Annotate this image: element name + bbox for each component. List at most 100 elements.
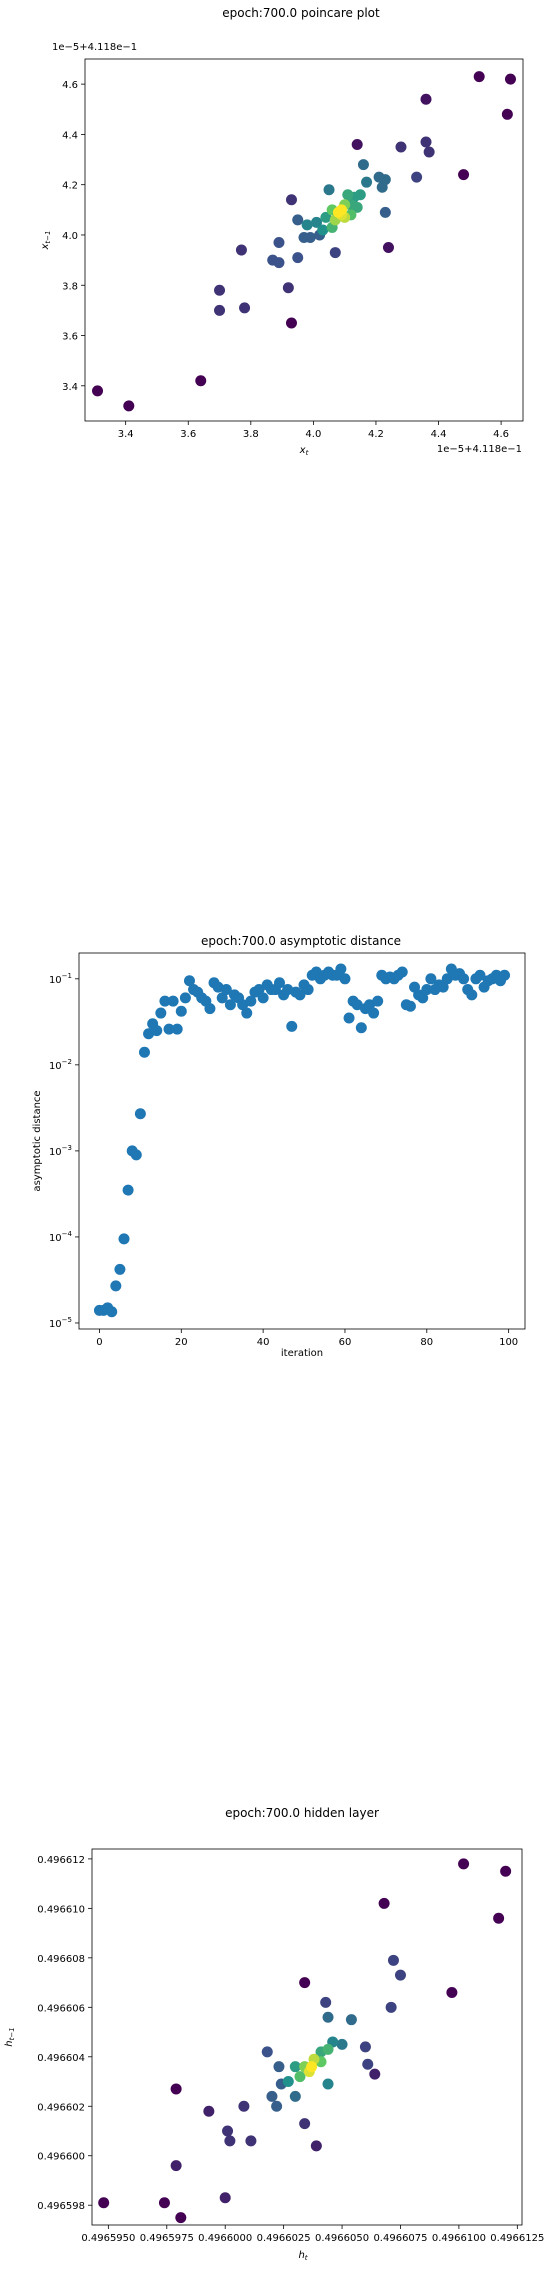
asymptotic-distance-point [224, 999, 236, 1011]
hidden-layer-point [175, 2212, 187, 2224]
hidden-layer-y-tick-label: 0.496612 [37, 1855, 85, 1866]
hidden-layer-point [310, 2140, 322, 2152]
asymptotic-distance-point [155, 1007, 167, 1019]
hidden-layer-y-tick-label: 0.496598 [37, 2201, 85, 2212]
poincare-plot-x-label: xt [299, 445, 309, 457]
asymptotic-distance-y-tick-exponent: −1 [62, 972, 72, 980]
poincare-plot-x-offset: 1e−5+4.118e−1 [437, 444, 522, 455]
poincare-point [423, 146, 435, 158]
asymptotic-distance-y-label: asymptotic distance [32, 1090, 43, 1191]
poincare-plot-x-tick-label: 4.4 [431, 429, 447, 440]
poincare-point [273, 237, 285, 249]
asymptotic-distance-point [368, 1007, 380, 1019]
poincare-point [285, 194, 297, 206]
asymptotic-distance-x-tick-label: 20 [175, 1337, 188, 1348]
hidden-layer-title: epoch:700.0 hidden layer [225, 1806, 379, 1820]
asymptotic-distance-point [130, 1149, 142, 1161]
asymptotic-distance-point [474, 969, 486, 981]
hidden-layer-point [362, 2058, 374, 2070]
poincare-point [92, 385, 104, 397]
asymptotic-distance-point [151, 1025, 163, 1037]
poincare-point [304, 231, 316, 243]
hidden-layer-point [266, 2090, 278, 2102]
hidden-layer-point [170, 2160, 182, 2172]
asymptotic-distance-point [183, 975, 195, 987]
poincare-point [285, 317, 297, 329]
asymptotic-distance-point [171, 1023, 183, 1035]
poincare-plot-y-tick-label: 4.2 [62, 181, 78, 192]
poincare-plot-frame [84, 58, 524, 422]
asymptotic-distance-point [372, 995, 384, 1007]
poincare-point [501, 108, 513, 120]
asymptotic-distance-point [294, 989, 306, 1001]
hidden-layer-y-tick-label: 0.496608 [37, 1954, 85, 1965]
poincare-plot-x-tick-label: 4.0 [305, 429, 321, 440]
poincare-plot-y-tick-label: 4.6 [62, 80, 78, 91]
hidden-layer-point [294, 2071, 306, 2083]
asymptotic-distance-point [343, 1012, 355, 1024]
poincare-plot-x-tick-label: 3.8 [243, 429, 259, 440]
hidden-layer-point [245, 2135, 257, 2147]
poincare-point [317, 224, 329, 236]
asymptotic-distance-x-tick-label: 80 [420, 1337, 433, 1348]
poincare-point [311, 216, 323, 228]
hidden-layer-frame [91, 1848, 523, 2226]
asymptotic-distance-point [216, 992, 228, 1004]
asymptotic-distance-point [437, 981, 449, 993]
hidden-layer-x-tick-label: 0.4966125 [490, 2233, 544, 2244]
hidden-layer-point [378, 1897, 390, 1909]
hidden-layer-point [289, 2090, 301, 2102]
poincare-plot-title: epoch:700.0 poincare plot [222, 6, 380, 20]
hidden-layer-y-label: ht−1 [4, 2027, 16, 2046]
poincare-point [342, 189, 354, 201]
hidden-layer-point [320, 1996, 332, 2008]
hidden-layer-point [299, 2118, 311, 2130]
hidden-layer-point [500, 1865, 512, 1877]
poincare-plot-y-tick-label: 4.4 [62, 130, 78, 141]
asymptotic-distance-point [245, 995, 257, 1007]
poincare-point [420, 136, 432, 148]
asymptotic-distance-point [114, 1263, 126, 1275]
poincare-point [504, 73, 516, 85]
hidden-layer-point [273, 2061, 285, 2073]
poincare-point [357, 159, 369, 171]
hidden-layer-point [289, 2061, 301, 2073]
asymptotic-distance-point [355, 1022, 367, 1034]
hidden-layer-point [299, 1977, 311, 1989]
hidden-layer-point [203, 2105, 215, 2117]
hidden-layer-point [385, 2001, 397, 2013]
hidden-layer-x-tick-label: 0.4966050 [315, 2233, 369, 2244]
asymptotic-distance-point [106, 1306, 118, 1318]
asymptotic-distance-point [159, 995, 171, 1007]
poincare-point [458, 169, 470, 181]
hidden-layer-y-tick-label: 0.496610 [37, 1904, 85, 1915]
poincare-point [214, 304, 226, 316]
poincare-plot-x-tick-label: 3.6 [180, 429, 196, 440]
hidden-layer-y-tick-label: 0.496600 [37, 2152, 85, 2163]
poincare-point [361, 176, 373, 188]
asymptotic-distance-point [122, 1184, 134, 1196]
asymptotic-distance-point [134, 1108, 146, 1120]
poincare-point [273, 257, 285, 269]
poincare-plot-y-label: xt−1 [40, 231, 52, 251]
asymptotic-distance-frame [78, 952, 526, 1330]
asymptotic-distance-y-tick-label: 10−1 [49, 972, 72, 986]
asymptotic-distance-point [175, 1005, 187, 1017]
asymptotic-distance-x-tick-label: 60 [339, 1337, 352, 1348]
poincare-point [292, 252, 304, 264]
hidden-layer-point [322, 2078, 334, 2090]
poincare-point [382, 242, 394, 254]
asymptotic-distance-point [241, 1007, 253, 1019]
poincare-point [351, 201, 363, 213]
hidden-layer-point [345, 2014, 357, 2026]
poincare-point [320, 211, 332, 223]
asymptotic-distance-y-tick-exponent: −3 [62, 1144, 72, 1152]
hidden-layer-point [322, 2043, 334, 2055]
poincare-point [420, 93, 432, 105]
hidden-layer-x-label: ht [298, 2250, 307, 2262]
asymptotic-distance-point [167, 995, 179, 1007]
hidden-layer-point [158, 2197, 170, 2209]
asymptotic-distance-y-tick-label: 10−5 [49, 1316, 72, 1330]
poincare-point [351, 138, 363, 150]
